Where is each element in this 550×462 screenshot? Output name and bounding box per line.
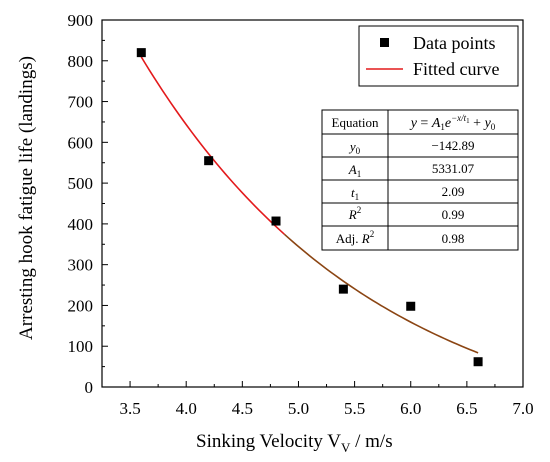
- y-tick-label: 100: [68, 337, 94, 356]
- x-tick-label: 6.0: [400, 399, 421, 418]
- table-param-adj-r2: Adj. R2: [336, 229, 374, 246]
- y-tick-labels: 0 100 200 300 400 500 600 700 800 900: [68, 11, 94, 397]
- table-value-y0: −142.89: [431, 138, 474, 153]
- table-value-r2: 0.99: [442, 207, 465, 222]
- y-tick-label: 300: [68, 256, 94, 275]
- data-point: [406, 301, 416, 311]
- x-tick-label: 6.5: [456, 399, 477, 418]
- legend: Data points Fitted curve: [358, 25, 519, 87]
- legend-label-data-points: Data points: [413, 33, 496, 53]
- y-tick-label: 200: [68, 296, 94, 315]
- data-point: [338, 284, 348, 294]
- table-param-r2: R2: [348, 205, 361, 222]
- fitted-curve-lower: [283, 233, 479, 354]
- table-param-a1: A1: [348, 162, 361, 179]
- y-tick-label: 400: [68, 215, 94, 234]
- x-tick-label: 5.5: [344, 399, 365, 418]
- x-tick-label: 3.5: [119, 399, 140, 418]
- data-point: [136, 48, 146, 58]
- y-axis-title: Arresting hook fatigue life (landings): [16, 56, 37, 340]
- legend-marker-square: [380, 38, 389, 47]
- x-tick-label: 5.0: [288, 399, 309, 418]
- x-tick-label: 4.5: [232, 399, 253, 418]
- table-value-a1: 5331.07: [432, 161, 475, 176]
- table-header-formula: y = A1e−x/t1 + y0: [409, 113, 496, 132]
- fitted-curve-upper: [140, 56, 285, 235]
- table-value-adj-r2: 0.98: [442, 231, 465, 246]
- plot-frame: [101, 19, 524, 388]
- data-point: [271, 216, 281, 226]
- fit-parameter-table: Equation y = A1e−x/t1 + y0 y0 −142.89 A1…: [321, 109, 519, 251]
- y-tick-label: 900: [68, 11, 94, 30]
- data-point: [473, 357, 483, 367]
- table-value-t1: 2.09: [442, 184, 465, 199]
- legend-label-fitted-curve: Fitted curve: [413, 59, 499, 79]
- legend-box: [358, 25, 519, 87]
- x-tick-label: 7.0: [512, 399, 533, 418]
- y-tick-label: 0: [85, 378, 94, 397]
- data-points: [136, 48, 483, 367]
- y-tick-label: 700: [68, 93, 94, 112]
- table-param-y0: y0: [348, 139, 361, 156]
- x-axis-title: Sinking Velocity VV / m/s: [196, 431, 393, 455]
- x-tick-label: 4.0: [176, 399, 197, 418]
- x-tick-labels: 3.5 4.0 4.5 5.0 5.5 6.0 6.5 7.0: [119, 399, 533, 418]
- table-header-equation: Equation: [332, 115, 379, 130]
- data-point: [204, 156, 214, 166]
- table-param-t1: t1: [351, 185, 359, 202]
- y-tick-label: 500: [68, 174, 94, 193]
- y-tick-label: 800: [68, 52, 94, 71]
- y-tick-label: 600: [68, 133, 94, 152]
